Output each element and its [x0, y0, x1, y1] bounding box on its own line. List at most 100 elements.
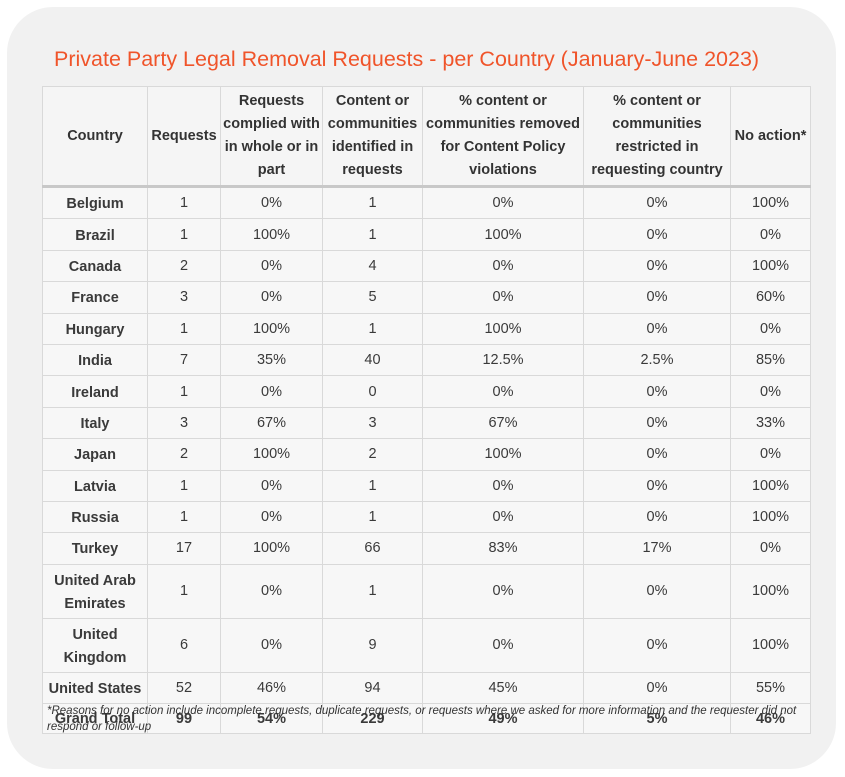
table-row: Hungary 1 100% 1 100% 0% 0%: [42, 312, 811, 345]
column-header: Country: [42, 86, 148, 188]
value-cell: 0%: [422, 469, 584, 502]
country-cell: France: [42, 281, 148, 314]
value-cell: 0%: [422, 563, 584, 619]
value-cell: 67%: [422, 406, 584, 440]
value-cell: 0%: [730, 532, 811, 565]
value-cell: 0%: [583, 671, 731, 705]
value-cell: 100%: [220, 532, 323, 565]
value-cell: 2: [147, 438, 221, 471]
value-cell: 0%: [583, 249, 731, 283]
table-row: Latvia 1 0% 1 0% 0% 100%: [42, 469, 811, 502]
table-header-row: Country Requests Requests complied with …: [42, 86, 811, 188]
value-cell: 100%: [730, 185, 811, 220]
value-cell: 52: [147, 671, 221, 705]
table-row: India 7 35% 40 12.5% 2.5% 85%: [42, 343, 811, 377]
column-header: % content or communities restricted in r…: [583, 86, 731, 188]
value-cell: 0%: [730, 375, 811, 408]
value-cell: 85%: [730, 343, 811, 377]
value-cell: 0%: [583, 406, 731, 440]
value-cell: 1: [147, 469, 221, 502]
table-row: United Kingdom 6 0% 9 0% 0% 100%: [42, 617, 811, 673]
value-cell: 33%: [730, 406, 811, 440]
table-row: Turkey 17 100% 66 83% 17% 0%: [42, 532, 811, 565]
value-cell: 1: [322, 185, 423, 220]
value-cell: 0%: [220, 375, 323, 408]
table-row: Canada 2 0% 4 0% 0% 100%: [42, 249, 811, 283]
table-row: Ireland 1 0% 0 0% 0% 0%: [42, 375, 811, 408]
value-cell: 0%: [422, 249, 584, 283]
value-cell: 35%: [220, 343, 323, 377]
value-cell: 1: [322, 563, 423, 619]
value-cell: 3: [322, 406, 423, 440]
value-cell: 100%: [220, 312, 323, 345]
value-cell: 46%: [220, 671, 323, 705]
value-cell: 100%: [730, 249, 811, 283]
value-cell: 0%: [220, 469, 323, 502]
column-header: Requests complied with in whole or in pa…: [220, 86, 323, 188]
value-cell: 0%: [730, 438, 811, 471]
value-cell: 100%: [220, 218, 323, 251]
value-cell: 17%: [583, 532, 731, 565]
country-cell: Japan: [42, 438, 148, 471]
value-cell: 5: [322, 281, 423, 314]
removal-requests-table: Country Requests Requests complied with …: [42, 86, 811, 735]
country-cell: United Arab Emirates: [42, 563, 148, 619]
value-cell: 0%: [583, 185, 731, 220]
country-cell: India: [42, 343, 148, 377]
value-cell: 83%: [422, 532, 584, 565]
value-cell: 100%: [422, 312, 584, 345]
country-cell: United Kingdom: [42, 617, 148, 673]
country-cell: Brazil: [42, 218, 148, 251]
value-cell: 1: [322, 500, 423, 534]
table-row: Belgium 1 0% 1 0% 0% 100%: [42, 185, 811, 220]
value-cell: 9: [322, 617, 423, 673]
value-cell: 0%: [422, 617, 584, 673]
value-cell: 1: [147, 563, 221, 619]
value-cell: 1: [322, 469, 423, 502]
grand-total-value: 5%: [583, 703, 731, 735]
value-cell: 100%: [730, 617, 811, 673]
grand-total-row: Grand Total 99 54% 229 49% 5% 46%: [42, 703, 811, 735]
value-cell: 0%: [730, 218, 811, 251]
country-cell: Turkey: [42, 532, 148, 565]
value-cell: 45%: [422, 671, 584, 705]
value-cell: 0%: [583, 312, 731, 345]
value-cell: 55%: [730, 671, 811, 705]
value-cell: 0%: [583, 438, 731, 471]
value-cell: 6: [147, 617, 221, 673]
value-cell: 17: [147, 532, 221, 565]
value-cell: 0%: [583, 281, 731, 314]
value-cell: 0%: [422, 500, 584, 534]
value-cell: 0%: [583, 469, 731, 502]
value-cell: 0%: [422, 375, 584, 408]
value-cell: 0%: [583, 218, 731, 251]
value-cell: 12.5%: [422, 343, 584, 377]
table-row: Russia 1 0% 1 0% 0% 100%: [42, 500, 811, 534]
value-cell: 1: [147, 312, 221, 345]
value-cell: 1: [322, 312, 423, 345]
value-cell: 1: [322, 218, 423, 251]
country-cell: United States: [42, 671, 148, 705]
value-cell: 0: [322, 375, 423, 408]
country-cell: Ireland: [42, 375, 148, 408]
value-cell: 0%: [220, 500, 323, 534]
table-row: France 3 0% 5 0% 0% 60%: [42, 281, 811, 314]
value-cell: 100%: [730, 500, 811, 534]
column-header: % content or communities removed for Con…: [422, 86, 584, 188]
value-cell: 66: [322, 532, 423, 565]
value-cell: 2: [322, 438, 423, 471]
table-row: Japan 2 100% 2 100% 0% 0%: [42, 438, 811, 471]
value-cell: 0%: [220, 563, 323, 619]
country-cell: Italy: [42, 406, 148, 440]
value-cell: 0%: [220, 249, 323, 283]
table-row: Brazil 1 100% 1 100% 0% 0%: [42, 218, 811, 251]
value-cell: 2.5%: [583, 343, 731, 377]
value-cell: 2: [147, 249, 221, 283]
value-cell: 0%: [220, 617, 323, 673]
page-title: Private Party Legal Removal Requests - p…: [54, 47, 760, 71]
value-cell: 40: [322, 343, 423, 377]
column-header: Requests: [147, 86, 221, 188]
value-cell: 0%: [220, 185, 323, 220]
country-cell: Hungary: [42, 312, 148, 345]
value-cell: 3: [147, 406, 221, 440]
